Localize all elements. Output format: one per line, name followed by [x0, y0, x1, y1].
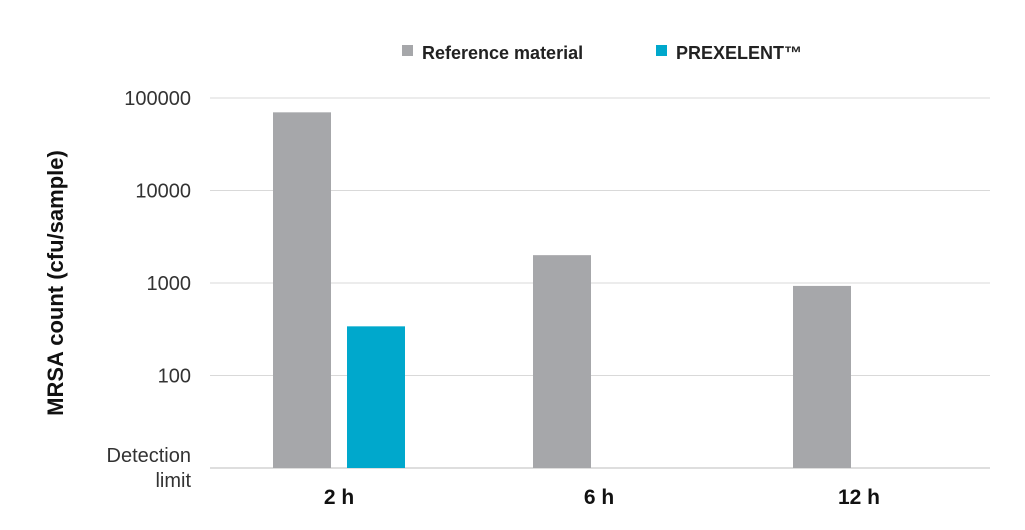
y-tick-label: 10000: [135, 181, 191, 203]
bars: [273, 112, 851, 468]
y-tick-label: 100: [158, 366, 191, 388]
bar-reference-2h: [273, 112, 331, 468]
legend-label: PREXELENT™: [676, 43, 802, 63]
bar-prexelent-2h: [347, 326, 405, 468]
bar-reference-6h: [533, 255, 591, 468]
legend-swatch: [656, 45, 667, 56]
legend-label: Reference material: [422, 43, 583, 63]
y-tick-label: Detection limit: [107, 445, 192, 492]
gridlines: [210, 97, 990, 469]
y-tick-label: 100000: [124, 88, 191, 110]
legend: Reference material PREXELENT™: [402, 43, 802, 63]
x-tick-label: 12 h: [838, 486, 880, 509]
x-tick-label: 2 h: [324, 486, 354, 509]
x-tick-label: 6 h: [584, 486, 614, 509]
bar-reference-12h: [793, 285, 851, 468]
legend-swatch: [402, 45, 413, 56]
x-tick-labels: 2 h 6 h 12 h: [324, 486, 880, 509]
y-axis-title: MRSA count (cfu/sample): [43, 150, 68, 416]
y-tick-labels: Detection limit 100 1000 10000 100000: [107, 88, 192, 492]
y-tick-label: 1000: [147, 273, 192, 295]
